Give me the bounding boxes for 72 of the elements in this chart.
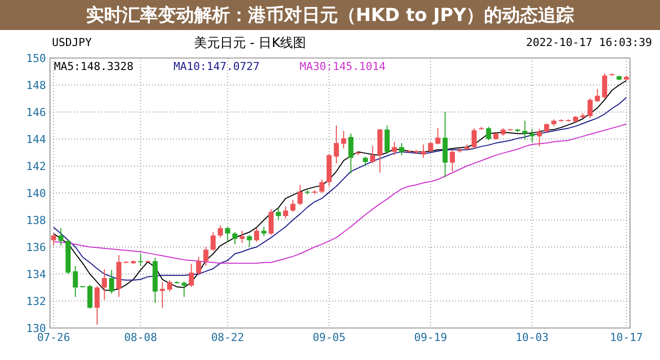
y-tick-label: 144 [26,133,46,146]
candlestick [232,232,238,245]
x-tick-label: 09-19 [414,331,448,344]
candlestick [602,73,608,99]
candlestick [254,228,260,242]
candlestick [588,98,593,119]
x-tick-label: 10-03 [516,331,549,344]
candlestick [472,128,477,149]
candlestick [210,232,216,252]
candlestick [72,265,78,298]
candlestick [298,184,303,206]
candlestick [341,130,346,149]
text: MA5:148.3328 [54,60,134,73]
chart-title: 实时汇率变动解析：港币对日元（HKD to JPY）的动态追踪 [86,5,574,26]
candlestick [392,141,397,156]
x-tick-label: 09-05 [312,331,346,344]
candlestick [276,207,281,220]
y-tick-label: 136 [26,241,46,254]
candlestick [87,284,92,309]
y-tick-label: 132 [26,295,46,308]
candlestick [530,128,535,143]
candlestick [188,263,194,288]
chart-subtitle: 美元日元 - 日K线图 [194,35,306,51]
candlestick [167,280,172,292]
candlestick [348,133,354,174]
candlestick [399,142,404,156]
candlestick [428,141,434,152]
y-tick-label: 148 [26,79,46,92]
candlestick [102,268,107,300]
candlestick [334,125,339,164]
candlestick [138,253,144,266]
candlestick [203,246,208,266]
text: USDJPY [52,36,92,49]
candlestick [594,88,600,102]
candlestick [94,286,100,326]
candlestick [420,144,426,158]
candlestick [58,228,64,246]
text: MA10:147.0727 [173,60,260,73]
y-tick-label: 138 [26,214,46,227]
candlestick [51,233,56,246]
text: MA30:145.1014 [300,60,386,73]
candlestick [362,156,368,166]
candlestick [370,145,376,164]
candlestick [290,199,296,212]
y-tick-label: 150 [26,52,46,65]
candlestick [196,256,202,276]
y-tick-label: 140 [26,187,46,200]
candlestick [160,282,165,308]
y-tick-label: 142 [26,160,46,173]
candlestick [522,120,528,140]
y-tick-label: 146 [26,106,46,119]
candlestick [384,125,390,154]
candlestick [109,269,114,294]
candlestick [225,226,230,242]
candlestick [240,230,245,244]
candlestick [536,128,542,147]
candlestick [435,128,440,145]
x-tick-label: 08-22 [211,331,244,344]
candlestick [261,226,266,237]
y-tick-label: 134 [26,268,46,281]
candlestick [450,149,455,172]
candlestick [486,126,492,141]
candlestick [246,234,252,248]
candlestick [182,280,187,298]
x-tick-label: 08-08 [124,331,158,344]
x-tick-label: 10-17 [610,331,643,344]
candlestick [268,208,274,236]
candlestick [319,179,324,194]
candlestick [218,224,223,238]
candlestick [283,206,288,220]
text: 2022-10-17 16:03:39 [526,36,652,49]
x-tick-label: 07-26 [37,331,70,344]
